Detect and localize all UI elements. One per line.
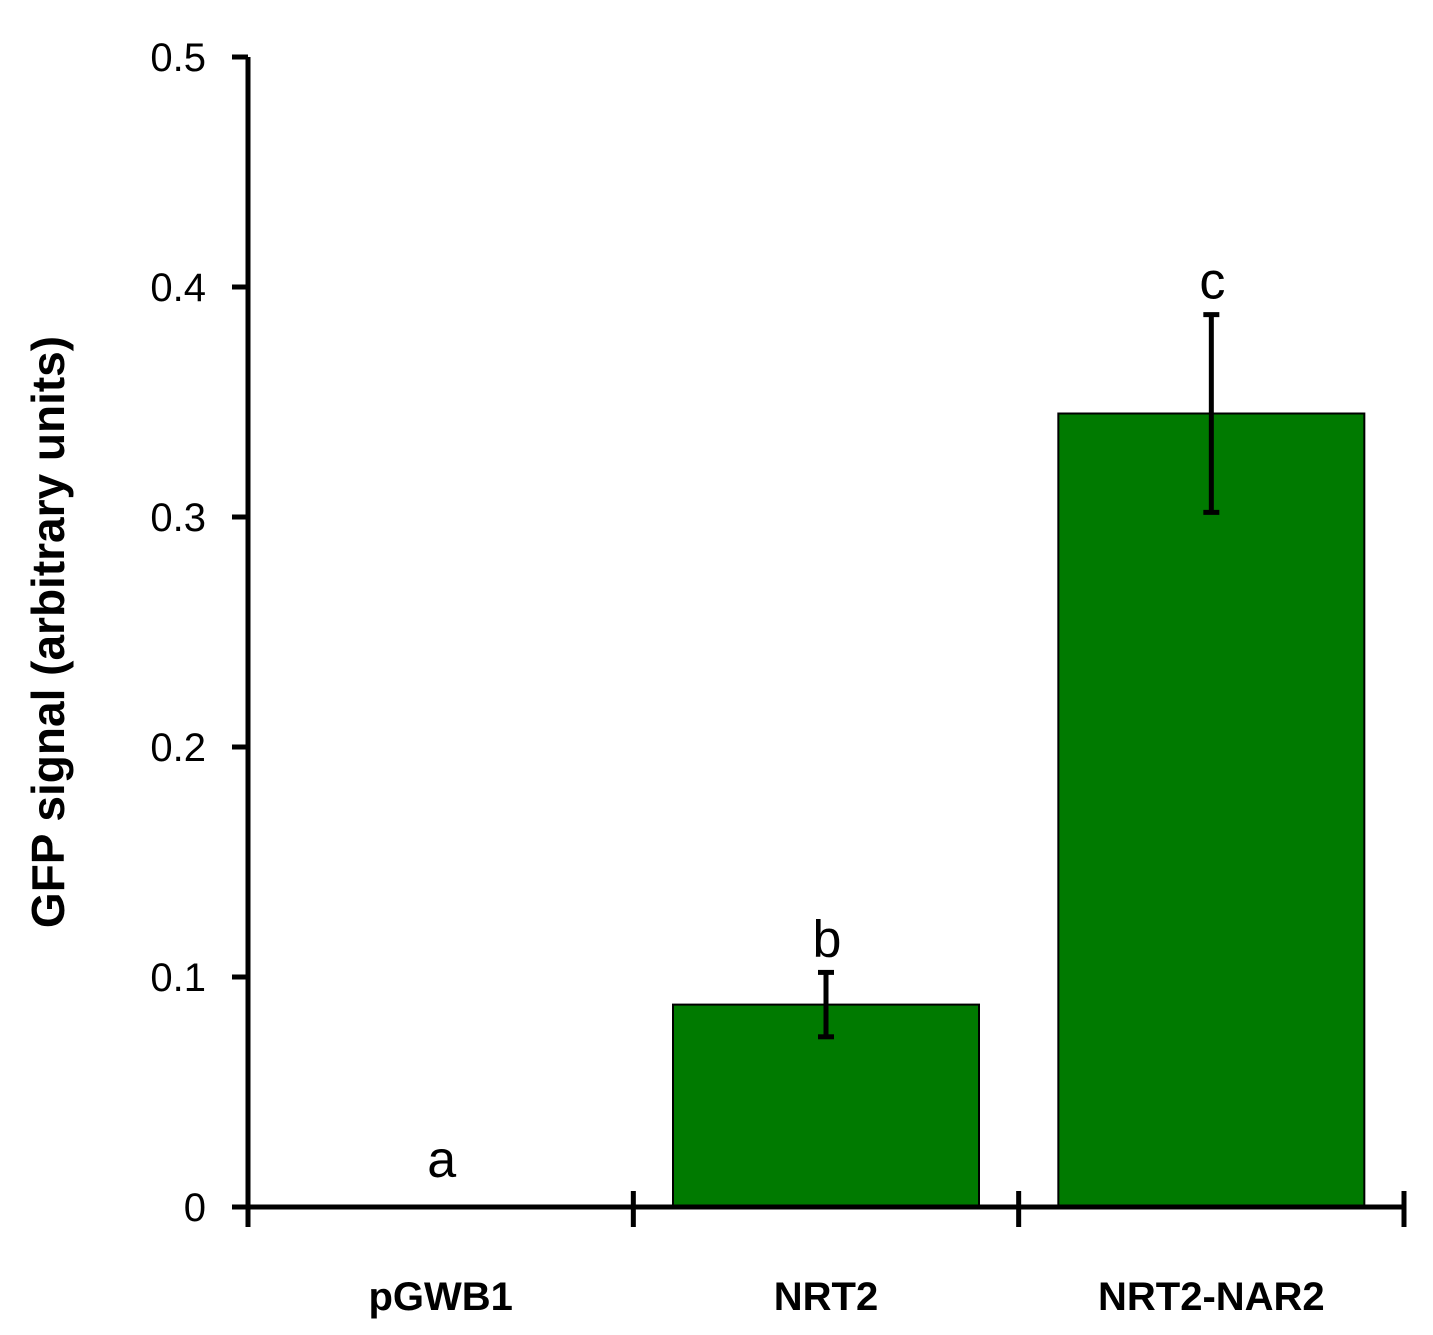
- y-axis-title: GFP signal (arbitrary units): [22, 336, 74, 928]
- significance-labels-group: a b c: [427, 253, 1225, 1189]
- error-bars-group: [818, 312, 1220, 1040]
- category-label-nrt2: NRT2: [774, 1275, 878, 1319]
- axes-group: [232, 57, 1404, 1210]
- x-ticks-group: [245, 1191, 1407, 1227]
- y-tick-label: 0.1: [150, 956, 206, 1000]
- significance-label-pgwb1: a: [427, 1131, 456, 1189]
- significance-label-nrt2: b: [813, 910, 842, 968]
- y-tick-label: 0.4: [150, 266, 206, 310]
- category-label-pgwb1: pGWB1: [368, 1275, 512, 1319]
- bar-nrt2-nar2: [1057, 412, 1366, 1208]
- category-labels-group: pGWB1 NRT2 NRT2-NAR2: [368, 1275, 1324, 1319]
- y-tick-label: 0.3: [150, 496, 206, 540]
- significance-label-nrt2-nar2: c: [1199, 253, 1225, 311]
- bars-group: [672, 412, 1366, 1208]
- y-tick-label: 0.5: [150, 36, 206, 80]
- y-tick-label: 0: [184, 1186, 206, 1230]
- y-ticks-group: 0 0.1 0.2 0.3 0.4 0.5: [150, 36, 248, 1230]
- category-label-nrt2-nar2: NRT2-NAR2: [1098, 1275, 1325, 1319]
- y-tick-label: 0.2: [150, 726, 206, 770]
